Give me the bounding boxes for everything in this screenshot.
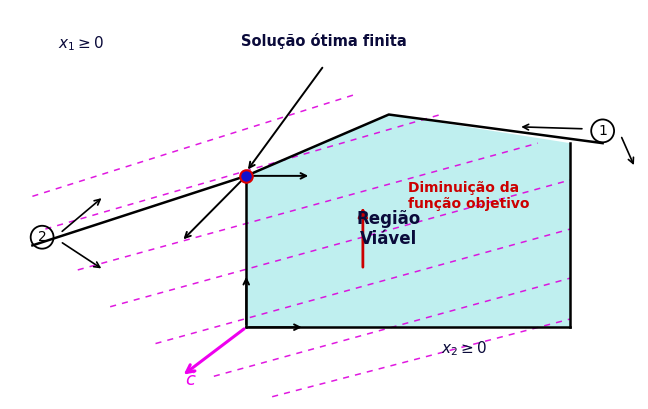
Text: Solução ótima finita: Solução ótima finita — [241, 33, 407, 49]
Text: $\vec{c}$: $\vec{c}$ — [185, 371, 197, 390]
Text: 2: 2 — [38, 230, 47, 244]
Text: $x_1 \geq 0$: $x_1 \geq 0$ — [58, 34, 104, 53]
Text: 1: 1 — [598, 124, 607, 138]
Polygon shape — [246, 115, 570, 327]
Text: Diminuição da
função objetivo: Diminuição da função objetivo — [408, 181, 530, 211]
Text: $x_2 \geq 0$: $x_2 \geq 0$ — [441, 339, 487, 358]
Text: Região
Viável: Região Viável — [356, 210, 421, 248]
